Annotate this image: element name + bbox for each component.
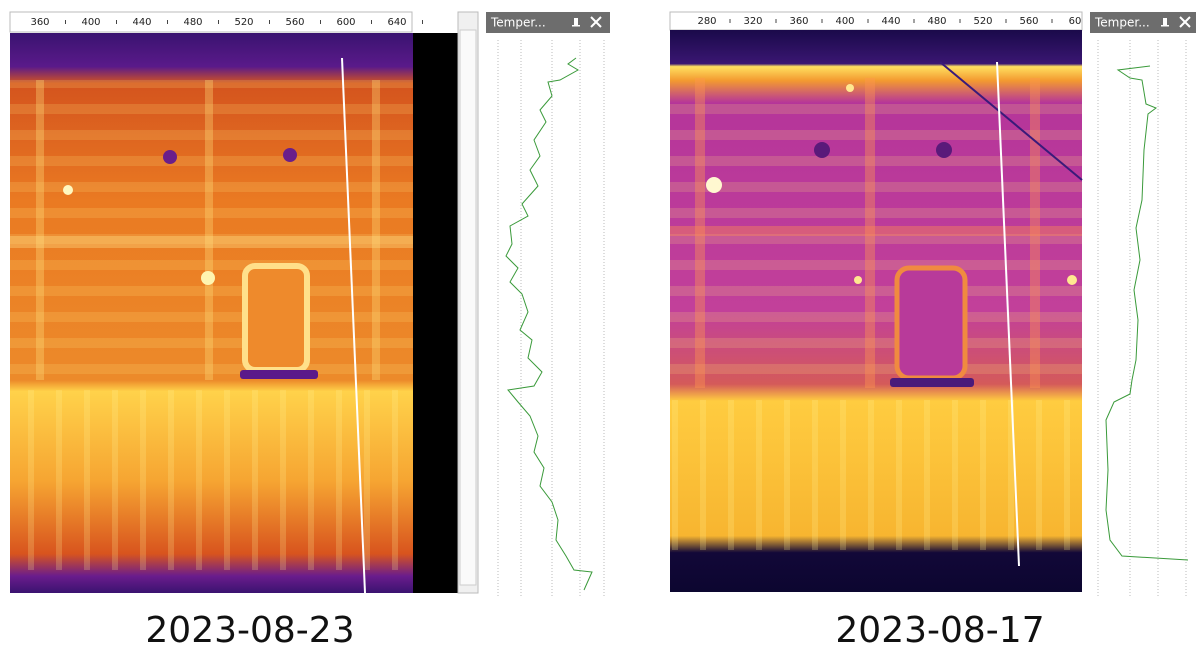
shape <box>590 16 602 28</box>
ruler: 280 320 360 400 440 480 520 560 60 <box>697 16 1099 27</box>
shape <box>572 25 580 27</box>
ruler-label: 400 <box>835 16 854 27</box>
ruler-label: 360 <box>789 16 808 27</box>
shape <box>413 33 458 593</box>
shape <box>459 29 477 586</box>
ruler-label: 520 <box>973 16 992 27</box>
ruler-label: 320 <box>743 16 762 27</box>
shape <box>996 61 1020 567</box>
right-panel: 280 320 360 400 440 480 520 560 60 Temper... <box>669 11 1196 597</box>
ruler-label: 480 <box>183 17 202 28</box>
ruler-label: 440 <box>132 17 151 28</box>
shape <box>1067 275 1077 285</box>
shape <box>890 378 974 387</box>
ruler-label: 480 <box>927 16 946 27</box>
shape <box>240 370 318 379</box>
shape <box>1163 18 1167 25</box>
left-panel: 360 400 440 480 520 560 600 640 Temper... <box>9 11 610 597</box>
shape: Temper... <box>1094 16 1150 30</box>
shape <box>846 84 854 92</box>
shape <box>574 18 578 25</box>
shape <box>486 12 610 33</box>
shape <box>10 236 413 248</box>
shape: Temper... <box>490 16 546 30</box>
shape <box>1030 78 1040 388</box>
shape <box>1090 12 1196 33</box>
shape <box>341 57 366 594</box>
shape <box>1179 16 1191 28</box>
shape <box>670 100 1082 390</box>
shape <box>242 263 310 373</box>
shape <box>894 265 968 381</box>
shape <box>63 185 73 195</box>
shape <box>36 80 44 380</box>
shape <box>936 142 952 158</box>
shape <box>372 80 380 380</box>
shape <box>283 148 297 162</box>
shape <box>163 150 177 164</box>
shape: 2023-08-23 <box>145 610 354 649</box>
shape <box>865 78 875 388</box>
shape <box>9 11 413 33</box>
ruler-label: 560 <box>1019 16 1038 27</box>
temperature-profile <box>505 57 593 591</box>
shape <box>706 177 722 193</box>
ruler-label: 440 <box>881 16 900 27</box>
shape <box>670 226 1082 236</box>
shape <box>670 400 1082 550</box>
shape <box>1161 25 1169 27</box>
temperature-profile <box>1105 65 1189 561</box>
shape <box>939 61 1083 181</box>
shape <box>201 271 215 285</box>
ruler-label: 560 <box>285 17 304 28</box>
shape <box>205 80 213 380</box>
shape: 2023-08-17 <box>835 610 1044 649</box>
shape <box>497 40 605 597</box>
ruler: 360 400 440 480 520 560 600 640 <box>30 17 423 28</box>
ruler-label: 600 <box>336 17 355 28</box>
shape <box>695 78 705 388</box>
ruler-label: 640 <box>387 17 406 28</box>
ruler-label: 280 <box>697 16 716 27</box>
ruler-label: 520 <box>234 17 253 28</box>
shape <box>1097 40 1187 597</box>
ruler-label: 60 <box>1069 16 1082 27</box>
shape <box>10 390 413 570</box>
shape <box>814 142 830 158</box>
shape <box>854 276 862 284</box>
ruler-label: 360 <box>30 17 49 28</box>
ruler-label: 400 <box>81 17 100 28</box>
